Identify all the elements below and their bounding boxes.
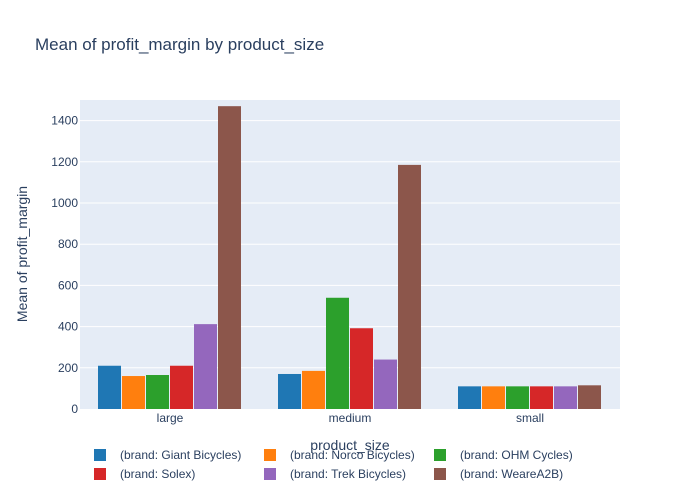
y-axis-ticks: 0 200 400 600 800 1000 1200 1400 bbox=[51, 114, 78, 416]
bar bbox=[146, 375, 169, 409]
legend-swatch bbox=[434, 449, 446, 461]
y-tick-label: 400 bbox=[58, 320, 78, 334]
bar bbox=[194, 324, 217, 409]
bar bbox=[458, 386, 481, 409]
x-tick-label: medium bbox=[329, 411, 372, 425]
bar bbox=[506, 386, 529, 409]
chart-title: Mean of profit_margin by product_size bbox=[35, 35, 324, 54]
x-tick-label: large bbox=[157, 411, 184, 425]
legend-label: (brand: Norco Bicycles) bbox=[290, 448, 415, 462]
bar bbox=[482, 386, 505, 409]
bars bbox=[98, 106, 601, 410]
bar bbox=[278, 373, 301, 409]
x-tick-label: small bbox=[516, 411, 544, 425]
y-tick-label: 1000 bbox=[51, 196, 78, 210]
legend-label: (brand: WeareA2B) bbox=[460, 467, 563, 481]
bar bbox=[170, 365, 193, 409]
legend-label: (brand: OHM Cycles) bbox=[460, 448, 573, 462]
legend-swatch bbox=[434, 468, 446, 480]
bar bbox=[578, 385, 601, 409]
legend-swatch bbox=[94, 449, 106, 461]
y-axis-title: Mean of profit_margin bbox=[14, 186, 30, 322]
bar bbox=[398, 164, 421, 409]
bar bbox=[98, 365, 121, 409]
legend-swatch bbox=[264, 449, 276, 461]
legend-swatch bbox=[94, 468, 106, 480]
x-axis-title: product_size bbox=[310, 437, 390, 453]
y-tick-label: 800 bbox=[58, 237, 78, 251]
legend: (brand: Giant Bicycles) (brand: Norco Bic… bbox=[94, 448, 573, 481]
y-tick-label: 600 bbox=[58, 278, 78, 292]
bar bbox=[122, 376, 145, 409]
legend-label: (brand: Giant Bicycles) bbox=[120, 448, 241, 462]
legend-swatch bbox=[264, 468, 276, 480]
bar bbox=[302, 370, 325, 409]
legend-label: (brand: Trek Bicycles) bbox=[290, 467, 406, 481]
bar bbox=[326, 297, 349, 409]
bar bbox=[374, 359, 397, 409]
bar bbox=[554, 386, 577, 409]
bar bbox=[350, 328, 373, 409]
bar bbox=[218, 106, 241, 410]
y-tick-label: 1400 bbox=[51, 114, 78, 128]
x-axis-ticks: large medium small bbox=[157, 411, 544, 425]
y-tick-label: 0 bbox=[71, 402, 78, 416]
y-tick-label: 1200 bbox=[51, 155, 78, 169]
y-tick-label: 200 bbox=[58, 361, 78, 375]
bar bbox=[530, 386, 553, 409]
legend-label: (brand: Solex) bbox=[120, 467, 195, 481]
